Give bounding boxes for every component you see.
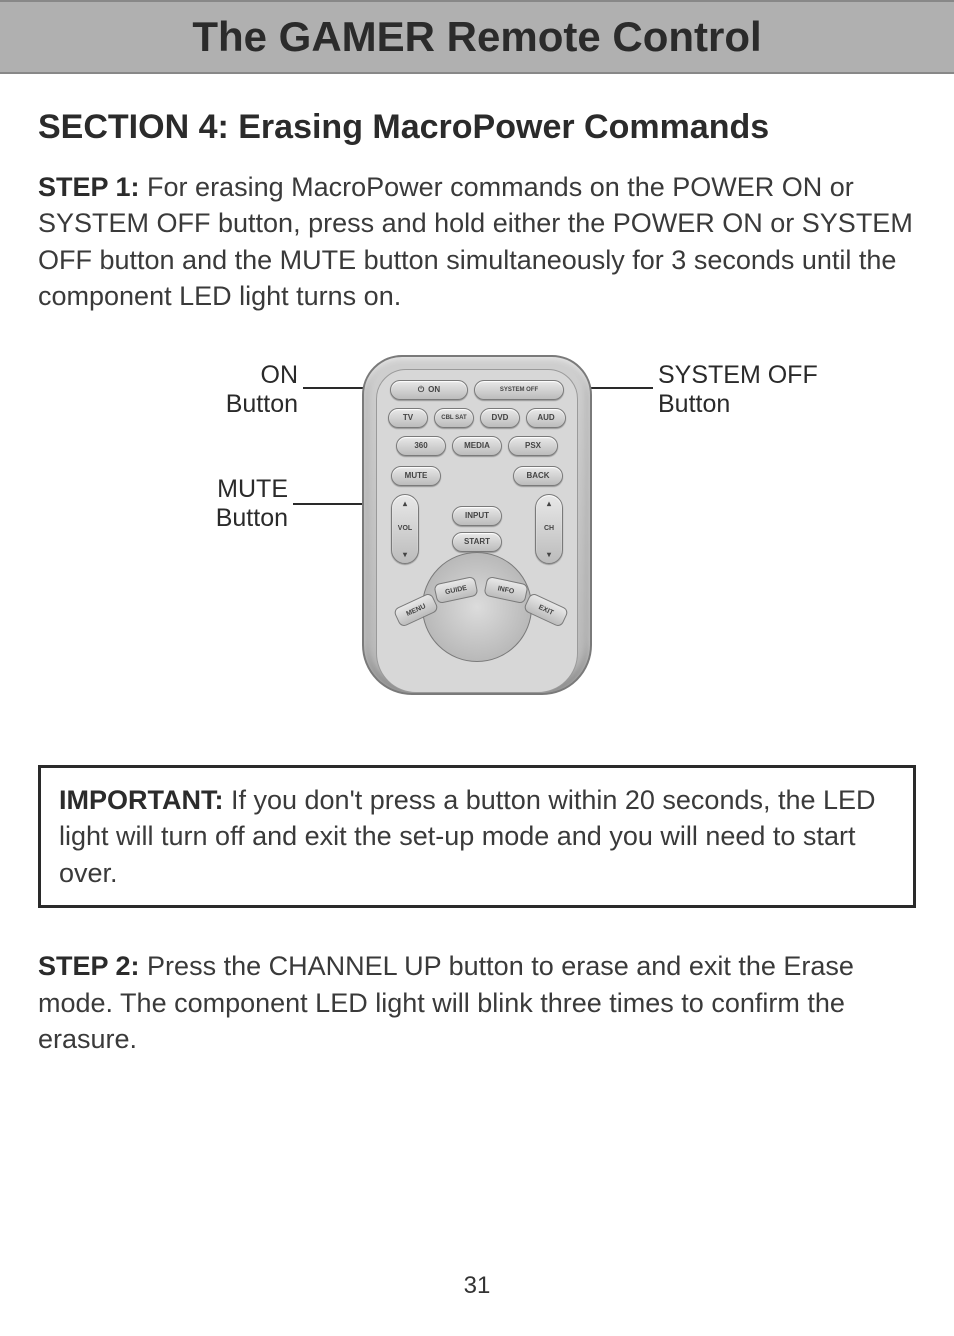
page-content: SECTION 4: Erasing MacroPower Commands S… <box>0 74 954 1057</box>
section-title: SECTION 4: Erasing MacroPower Commands <box>38 108 916 147</box>
remote-psx-button: PSX <box>508 436 558 456</box>
remote-diagram: ON Button MUTE Button SYSTEM OFF Button … <box>38 345 916 725</box>
step-2-block: STEP 2: Press the CHANNEL UP button to e… <box>38 948 916 1057</box>
remote-input-button: INPUT <box>452 506 502 526</box>
remote-aud-button: AUD <box>526 408 566 428</box>
remote-ch-rocker: ▴ CH ▾ <box>535 494 563 564</box>
remote-row-3: 360 MEDIA PSX <box>387 436 567 456</box>
remote-vol-rocker: ▴ VOL ▾ <box>391 494 419 564</box>
remote-bottom-cluster: MENU GUIDE INFO EXIT <box>387 572 567 632</box>
remote-system-off-button: SYSTEM OFF <box>474 380 564 400</box>
remote-tv-button: TV <box>388 408 428 428</box>
page-number: 31 <box>0 1272 954 1300</box>
remote-360-button: 360 <box>396 436 446 456</box>
remote-on-button: ⏻ ON <box>390 380 468 400</box>
remote-row-4: MUTE BACK <box>387 466 567 486</box>
remote-ch-label: CH <box>544 525 554 532</box>
remote-body: ⏻ ON SYSTEM OFF TV CBL SAT DVD AUD 360 M… <box>362 355 592 695</box>
callout-mute-line2: Button <box>168 504 288 533</box>
page-title: The GAMER Remote Control <box>192 13 761 61</box>
chevron-down-icon: ▾ <box>547 550 551 559</box>
step-1-label: STEP 1: <box>38 172 140 202</box>
step-2-text: Press the CHANNEL UP button to erase and… <box>38 951 854 1054</box>
chevron-up-icon: ▴ <box>547 499 551 508</box>
callout-sysoff-line2: Button <box>658 390 858 419</box>
remote-start-button: START <box>452 532 502 552</box>
chevron-up-icon: ▴ <box>403 499 407 508</box>
remote-inner: ⏻ ON SYSTEM OFF TV CBL SAT DVD AUD 360 M… <box>376 369 578 693</box>
step-2-label: STEP 2: <box>38 951 140 981</box>
remote-top-row: ⏻ ON SYSTEM OFF <box>387 380 567 400</box>
callout-on-line1: ON <box>178 361 298 390</box>
callout-on: ON Button <box>178 361 298 419</box>
callout-on-line2: Button <box>178 390 298 419</box>
remote-dvd-button: DVD <box>480 408 520 428</box>
remote-mid-column: INPUT START <box>452 506 502 552</box>
callout-mute-line1: MUTE <box>168 475 288 504</box>
important-box: IMPORTANT: If you don't press a button w… <box>38 765 916 908</box>
page-header-band: The GAMER Remote Control <box>0 0 954 74</box>
step-1-text: For erasing MacroPower commands on the P… <box>38 172 913 311</box>
remote-back-button: BACK <box>513 466 563 486</box>
remote-media-button: MEDIA <box>452 436 502 456</box>
remote-mute-button: MUTE <box>391 466 441 486</box>
step-1-block: STEP 1: For erasing MacroPower commands … <box>38 169 916 315</box>
remote-vol-label: VOL <box>398 525 412 532</box>
callout-mute: MUTE Button <box>168 475 288 533</box>
chevron-down-icon: ▾ <box>403 550 407 559</box>
callout-sysoff-line1: SYSTEM OFF <box>658 361 858 390</box>
remote-dpad <box>422 552 532 662</box>
callout-system-off: SYSTEM OFF Button <box>658 361 858 419</box>
remote-cblsat-button: CBL SAT <box>434 408 474 428</box>
remote-row-2: TV CBL SAT DVD AUD <box>387 408 567 428</box>
important-label: IMPORTANT: <box>59 785 223 815</box>
